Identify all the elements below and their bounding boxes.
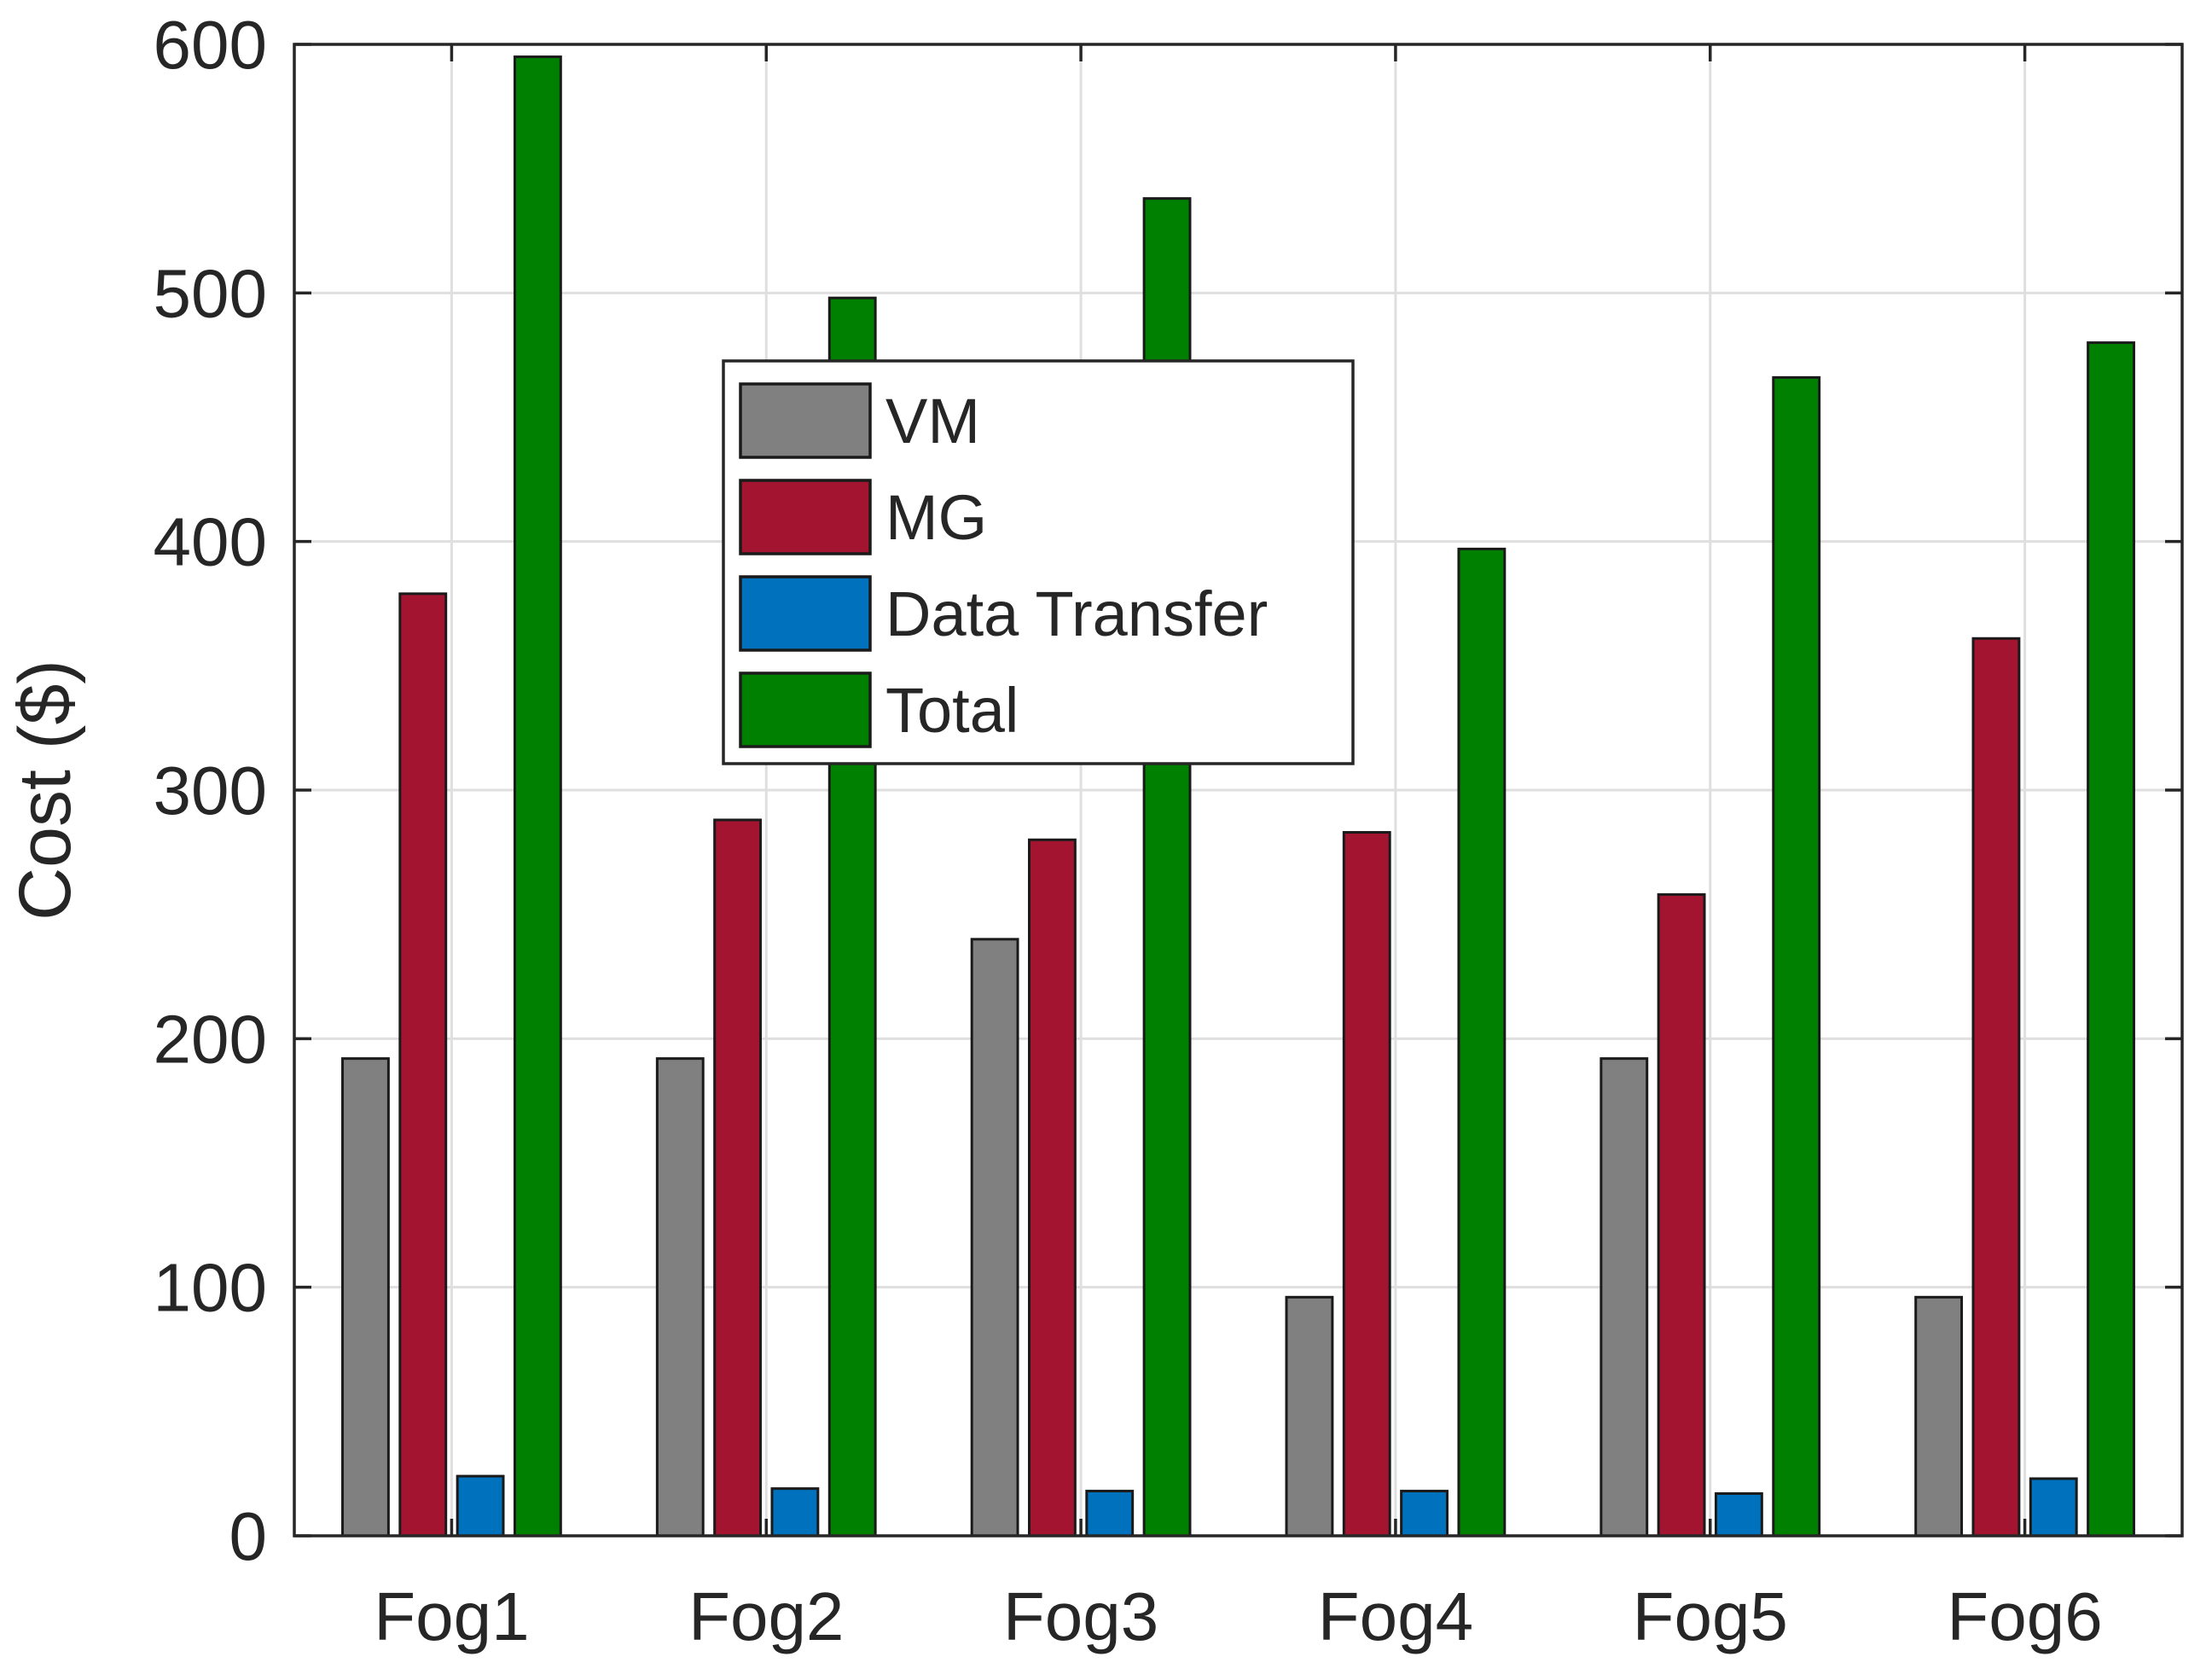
bar-mg [1657,892,1706,1538]
y-tick-label: 200 [154,1001,267,1077]
bar-data-transfer [1400,1490,1449,1538]
y-axis-title: Cost ($) [4,660,86,921]
y-tick-label: 600 [154,7,267,83]
bar-data-transfer [770,1487,820,1538]
bar-mg [1971,637,2021,1538]
x-tick-label: Fog5 [1633,1578,1788,1654]
bar-mg [398,592,448,1538]
bar-mg [1028,838,1077,1538]
bar-data-transfer [2029,1477,2078,1538]
legend-swatch-vm [739,382,872,459]
bar-vm [970,938,1019,1538]
bar-data-transfer [1714,1491,1763,1538]
y-tick-label: 500 [154,255,267,331]
bar-vm [341,1057,390,1538]
bar-data-transfer [1085,1490,1135,1538]
legend-label: Data Transfer [885,578,1268,649]
y-tick-label: 100 [154,1250,267,1326]
legend-swatch-data-transfer [739,575,872,652]
legend-label: MG [885,482,987,553]
x-tick-label: Fog4 [1318,1578,1473,1654]
y-tick-label: 400 [154,504,267,580]
legend-swatch-mg [739,479,872,555]
x-tick-label: Fog2 [688,1578,844,1654]
legend-label: Total [885,675,1019,746]
bar-vm [1599,1057,1649,1538]
bar-mg [713,818,763,1538]
bar-mg [1342,831,1391,1538]
bars [341,55,2135,1538]
x-tick-label: Fog3 [1003,1578,1158,1654]
bar-total [1457,547,1507,1538]
y-tick-labels: 0 100 200 300 400 500 600 [154,7,267,1574]
y-tick-label: 300 [154,753,267,828]
bar-total [2087,341,2135,1538]
bar-vm [655,1057,705,1538]
bar-vm [1285,1295,1334,1538]
legend-label: VM [885,386,980,456]
axes [293,43,2184,1538]
bar-total [1772,375,1821,1538]
x-tick-label: Fog6 [1947,1578,2102,1654]
bar-vm [1914,1295,1964,1538]
legend-swatch-total [739,671,872,748]
bar-data-transfer [456,1474,505,1538]
x-tick-label: Fog1 [374,1578,529,1654]
x-tick-labels: Fog1 Fog2 Fog3 Fog4 Fog5 Fog6 [374,1578,2103,1654]
y-tick-label: 0 [229,1498,268,1574]
legend[interactable]: VM MG Data Transfer Total [722,359,1355,765]
bar-total [513,55,562,1538]
